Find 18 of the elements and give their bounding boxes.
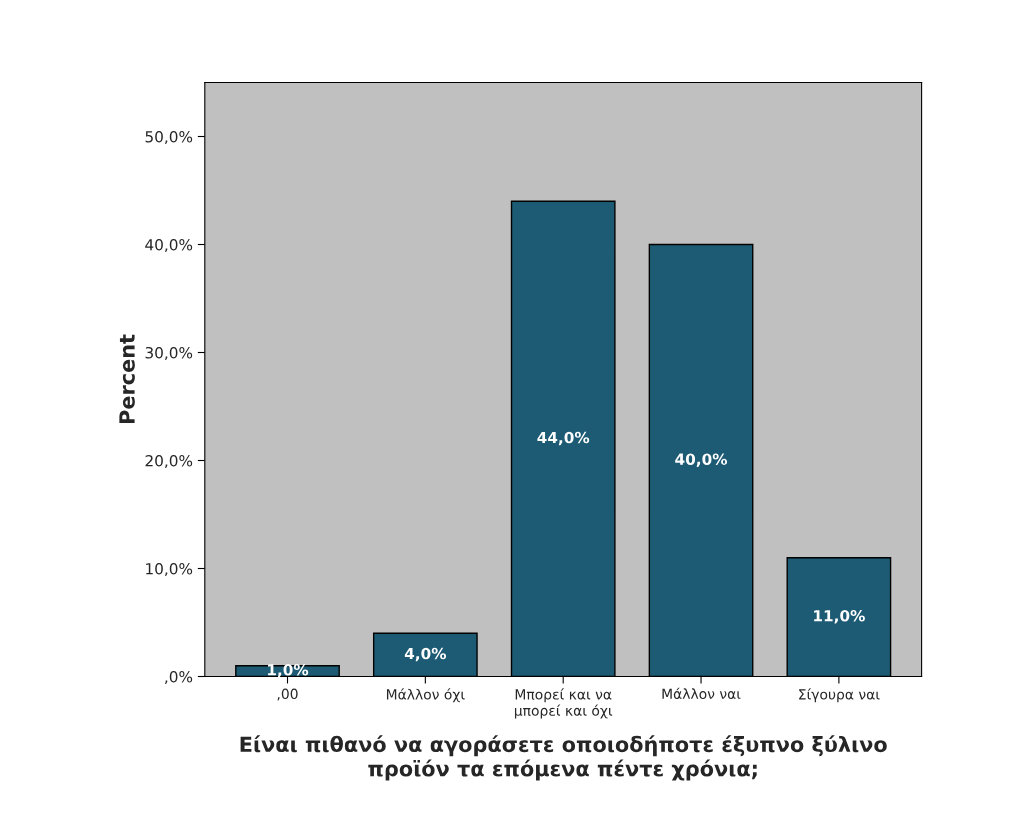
data-label: 1,0% xyxy=(268,663,309,678)
y-tick-label: 40,0% xyxy=(145,238,193,253)
data-label: 4,0% xyxy=(404,647,447,662)
x-tick-label: Μάλλον ναι xyxy=(662,687,741,700)
y-tick-label: ,0% xyxy=(165,670,193,685)
x-tick-label: Σίγουρα ναι xyxy=(799,688,880,703)
y-axis-title: Percent xyxy=(119,334,135,424)
data-label: 44,0% xyxy=(537,431,590,446)
x-axis-title: Είναι πιθανό να αγοράσετε οποιοδήποτε έξυπνο ξύλινο προϊόν τα επόμενα πέντε χρόνια; xyxy=(240,735,887,781)
x-tick-label: Μάλλον όχι xyxy=(386,688,465,703)
x-tick-label: Μπορεί και να μπορεί και όχι xyxy=(514,688,613,719)
y-tick-label: 20,0% xyxy=(145,454,193,469)
x-tick-label: ,00 xyxy=(277,688,298,701)
data-label: 40,0% xyxy=(675,453,728,467)
y-tick-label: 10,0% xyxy=(146,562,193,577)
y-tick-label: 30,0% xyxy=(145,346,193,361)
y-tick-label: 50,0% xyxy=(145,130,193,145)
data-label: 11,0% xyxy=(814,609,865,624)
